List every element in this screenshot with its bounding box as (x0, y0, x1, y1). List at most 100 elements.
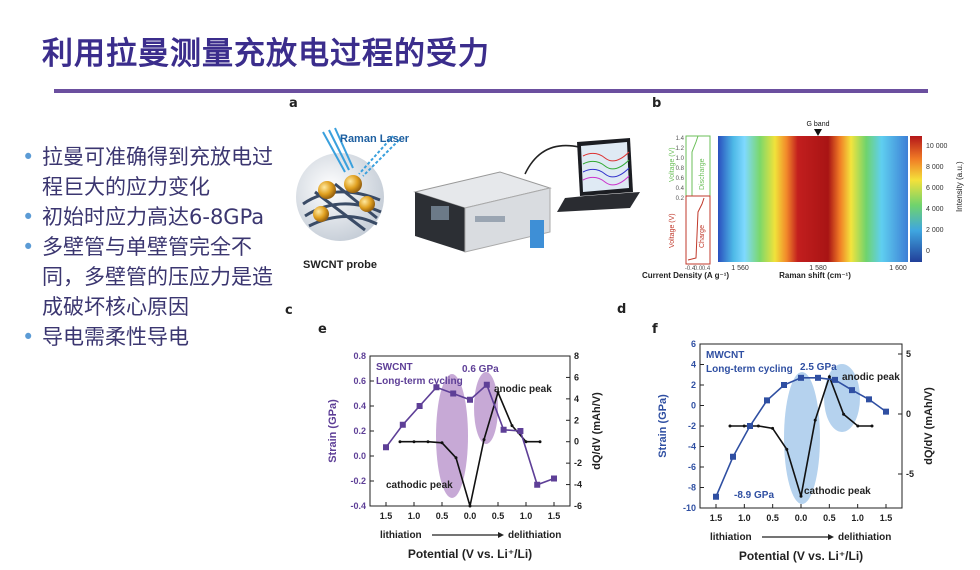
strain-point (551, 475, 557, 482)
y-right-tick-label: -4 (574, 480, 582, 490)
x-tick-label: 1.5 (548, 511, 561, 521)
particle-icon (359, 196, 375, 212)
panel-label-a: a (289, 96, 298, 111)
bullet-item: • 多壁管与单壁管完全不同，多壁管的压应力是造成破坏核心原因 (22, 232, 292, 322)
y-tick-label: 0.2 (353, 426, 366, 436)
y-tick-label: -8 (688, 483, 696, 493)
strain-point (399, 421, 406, 428)
bullet-text: 拉曼可准确得到充放电过程巨大的应力变化 (42, 145, 273, 199)
x-tick-label: 0.0 (464, 511, 477, 521)
swcnt-strain-chart: 0.8 0.6 0.4 0.2 0.0 -0.2 -0.4 8 6 4 2 0 -2 -4 -6 1.5 1.0… (327, 351, 603, 561)
voltage-axis-bottom: Voltage (V) (669, 213, 676, 248)
bullet-item: • 初始时应力高达6-8GPa (22, 202, 292, 232)
y-right-tick-label: -6 (574, 501, 582, 511)
strain-point (483, 381, 490, 388)
strain-point (764, 397, 770, 404)
y-right-axis-title: dQ/dV (mAh/V) (591, 392, 603, 470)
dqdv-point (496, 390, 500, 394)
y-right-axis-title: dQ/dV (mAh/V) (923, 387, 935, 465)
y-right-tick-label: 8 (574, 351, 579, 361)
panel-label-c: c (285, 303, 293, 318)
intensity-label: Intensity (a.u.) (955, 161, 964, 212)
strain-point (815, 374, 821, 381)
strain-point (730, 453, 736, 460)
dqdv-point (440, 441, 444, 445)
bullet-text: 初始时应力高达6-8GPa (42, 205, 265, 229)
x-tick-label: 0.5 (436, 511, 449, 521)
dqdv-point (742, 424, 746, 428)
x-tick-label: 0.5 (766, 513, 779, 523)
x-axis-title: Potential (V vs. Li⁺/Li) (739, 549, 863, 563)
y-right-tick-label: 4 (574, 394, 579, 404)
x-tick-label: 1.5 (880, 513, 893, 523)
voltage-tick: 0.4 (676, 186, 685, 192)
colorbar-ticks: 10 000 8 000 6 000 4 000 2 000 0 (926, 143, 948, 255)
swcnt-probe-label: SWCNT probe (303, 259, 377, 271)
charge-label: Charge (699, 225, 706, 248)
strain-point (713, 493, 719, 500)
voltage-tick: 0.2 (676, 196, 685, 202)
panel-label-b: b (652, 96, 662, 111)
legend-title: SWCNT (376, 362, 413, 373)
x-tick-label: 1.0 (520, 511, 533, 521)
dqdv-point (482, 438, 486, 442)
raman-setup-illustration: Raman Laser SWCNT probe (296, 127, 640, 271)
bullet-text: 导电需柔性导电 (42, 325, 189, 349)
y-axis-title: Strain (GPa) (327, 399, 339, 463)
raman-heatmap-panel: Voltage (V) Discharge Voltage (V) Charge… (642, 121, 964, 280)
voltage-ticks: 1.4 1.2 1.0 0.8 0.6 0.4 0.2 (676, 136, 685, 202)
raman-shift-ticks: 1 560 1 580 1 600 (731, 265, 907, 272)
voltage-tick: 0.8 (676, 166, 685, 172)
strain-point (383, 444, 389, 451)
strain-point (866, 396, 872, 403)
x-tick-label: 1.0 (851, 513, 864, 523)
bullet-text: 多壁管与单壁管完全不同，多壁管的压应力是造成破坏核心原因 (42, 235, 273, 319)
panel-label-d: d (617, 302, 627, 317)
strain-point (832, 376, 838, 383)
bullet-item: • 拉曼可准确得到充放电过程巨大的应力变化 (22, 142, 292, 202)
lithiation-label: lithiation (710, 532, 752, 543)
dqdv-point (728, 424, 732, 428)
y-tick-label: -0.4 (350, 501, 366, 511)
y-tick-label: -2 (688, 421, 696, 431)
y-right-tick-label: 2 (574, 415, 579, 425)
y-tick-label: 0.4 (353, 401, 366, 411)
g-band-label: G band (807, 121, 830, 128)
current-density-ticks: -0.40.0 0.4 (685, 266, 711, 272)
strain-point (534, 481, 541, 488)
laptop-icon (557, 138, 640, 212)
peak-highlight (436, 374, 468, 498)
current-density-tick: 0.0 (694, 266, 703, 272)
strain-point (500, 426, 507, 433)
voltage-tick: 1.2 (676, 146, 685, 152)
strain-point (747, 423, 753, 429)
y-tick-label: -10 (683, 503, 696, 513)
y-tick-label: -4 (688, 442, 696, 452)
discharge-label: Discharge (699, 158, 706, 190)
raman-shift-tick: 1 600 (889, 265, 907, 272)
raman-laser-label: Raman Laser (340, 133, 410, 145)
panel-label-f: f (652, 322, 658, 337)
x-tick-label: 1.5 (380, 511, 393, 521)
x-tick-label: 1.5 (710, 513, 723, 523)
voltage-tick: 1.0 (676, 156, 685, 162)
y-axis-title: Strain (GPa) (657, 394, 669, 458)
x-axis-title: Potential (V vs. Li⁺/Li) (408, 547, 532, 561)
spectrometer-icon (413, 171, 552, 253)
raman-shift-tick: 1 560 (731, 265, 749, 272)
y-right-tick-label: -2 (574, 458, 582, 468)
particle-icon (344, 175, 362, 193)
dqdv-point (412, 440, 416, 444)
dqdv-point (842, 412, 846, 416)
arrow-head-icon (828, 534, 834, 540)
y-tick-label: 0.6 (353, 376, 366, 386)
heatmap-area (718, 136, 908, 262)
y-tick-label: 6 (691, 339, 696, 349)
panel-label-e: e (318, 322, 327, 337)
bullet-item: • 导电需柔性导电 (22, 322, 292, 352)
y-tick-label: 0.8 (353, 351, 366, 361)
y-tick-label: 4 (691, 360, 696, 370)
x-tick-label: 1.0 (408, 511, 421, 521)
strain-point (433, 384, 440, 391)
colorbar-tick: 6 000 (926, 185, 944, 192)
